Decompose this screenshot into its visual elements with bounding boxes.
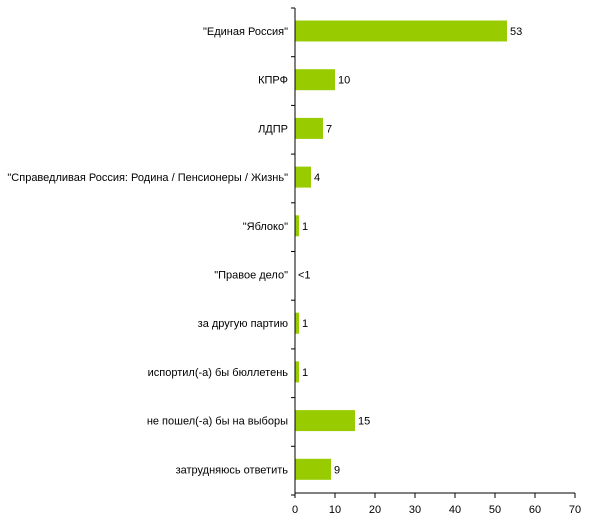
bar-category-3 [295,117,323,139]
category-label-7: за другую партию [198,318,288,330]
category-label-6: "Правое дело" [214,270,288,282]
x-tick-label: 40 [449,504,461,516]
x-tick-label: 10 [329,504,341,516]
x-tick-label: 50 [489,504,501,516]
category-label-4: "Справедливая Россия: Родина / Пенсионер… [7,172,288,184]
category-label-5: "Яблоко" [243,221,288,233]
bar-category-1 [295,20,507,42]
value-label-6: <1 [298,270,311,282]
axes-group: 0 10 20 30 40 50 60 70 [291,7,581,516]
bar-category-2 [295,69,335,91]
category-labels-group: "Единая Россия" КПРФ ЛДПР "Справедливая Рос… [7,26,288,476]
category-label-10: затрудняюсь ответить [176,464,289,476]
bar-category-8 [295,361,299,383]
bar-category-5 [295,215,299,237]
bars-group [295,20,507,480]
value-label-9: 15 [358,416,370,428]
x-tick-label: 30 [409,504,421,516]
category-label-9: не пошел(-а) бы на выборы [147,416,288,428]
value-label-8: 1 [302,367,308,379]
category-label-2: КПРФ [258,75,288,87]
category-label-8: испортил(-а) бы бюллетень [148,367,289,379]
value-label-10: 9 [334,464,340,476]
x-tick-label: 60 [529,504,541,516]
x-tick-label: 20 [369,504,381,516]
value-labels-group: 53 10 7 4 1 <1 1 1 15 9 [298,26,522,476]
x-tick-label: 70 [569,504,581,516]
value-label-5: 1 [302,221,308,233]
category-label-1: "Единая Россия" [203,26,288,38]
bar-category-10 [295,458,331,480]
value-label-1: 53 [510,26,522,38]
value-label-7: 1 [302,318,308,330]
x-tick-label: 0 [292,504,298,516]
value-label-4: 4 [314,172,320,184]
category-label-3: ЛДПР [258,123,288,135]
bar-category-9 [295,410,355,432]
bar-category-7 [295,312,299,334]
value-label-2: 10 [338,75,350,87]
bar-category-4 [295,166,311,188]
value-label-3: 7 [326,123,332,135]
